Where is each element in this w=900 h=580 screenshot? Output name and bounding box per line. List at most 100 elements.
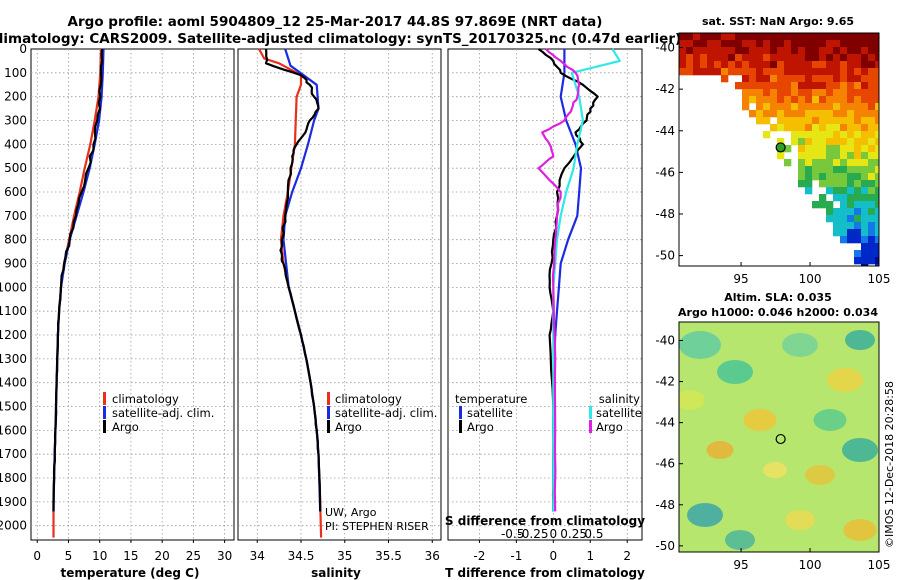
sst-cell	[819, 145, 827, 153]
sst-cell	[840, 173, 848, 181]
sst-cell	[833, 208, 841, 216]
sst-cell	[868, 173, 876, 181]
sst-cell	[749, 61, 757, 69]
sst-cell	[798, 40, 806, 48]
y-tick-label: 800	[4, 233, 27, 247]
sst-cell	[812, 173, 820, 181]
x-tick-label: 35	[337, 549, 352, 563]
sst-cell	[875, 110, 879, 118]
sst-cell	[791, 40, 799, 48]
sst-cell	[875, 250, 879, 258]
sst-cell	[756, 54, 764, 62]
sst-cell	[868, 194, 876, 202]
sst-cell	[756, 89, 764, 97]
sst-cell	[728, 68, 736, 76]
imos-watermark: ©IMOS 12-Dec-2018 20:28:58	[883, 381, 896, 548]
sst-cell	[868, 110, 876, 118]
sst-cell	[840, 117, 848, 125]
sst-cell	[826, 103, 834, 111]
lat-tick-label: -44	[655, 416, 675, 430]
sst-cell	[819, 159, 827, 167]
sst-cell	[805, 152, 813, 160]
lat-tick-label: -50	[655, 539, 675, 553]
sst-cell	[826, 152, 834, 160]
sst-cell	[868, 250, 876, 258]
lat-tick-label: -42	[655, 82, 675, 96]
sst-cell	[693, 40, 701, 48]
salinity-axis-label: salinity	[311, 566, 361, 580]
sst-cell	[833, 33, 841, 41]
sst-cell	[826, 54, 834, 62]
sst-cell	[756, 82, 764, 90]
sst-cell	[756, 61, 764, 69]
sst-cell	[861, 194, 869, 202]
y-tick-label: 1000	[0, 280, 27, 294]
sst-cell	[826, 68, 834, 76]
sst-cell	[826, 145, 834, 153]
difference-series	[537, 48, 621, 512]
sst-cell	[826, 201, 834, 209]
sst-cell	[798, 54, 806, 62]
sst-cell	[861, 33, 869, 41]
legend-swatch-s-argo	[589, 420, 592, 433]
sst-cell	[854, 33, 862, 41]
sst-cell	[833, 103, 841, 111]
s-difference-tick-labels: -0.5-0.25 0 0.250.5	[501, 527, 604, 541]
sla-anomaly-blob	[687, 503, 723, 527]
sst-map-title: sat. SST: NaN Argo: 9.65	[702, 15, 854, 28]
sst-cell	[875, 194, 879, 202]
sst-cell	[812, 117, 820, 125]
sst-cell	[721, 68, 729, 76]
difference-panel-frame	[447, 48, 643, 541]
sst-cell	[854, 47, 862, 55]
sst-cell	[749, 68, 757, 76]
x-tick-label: 34.5	[288, 549, 315, 563]
sst-cell	[742, 96, 750, 104]
sst-cell	[861, 103, 869, 111]
sst-cell	[805, 124, 813, 132]
sst-cell	[868, 54, 876, 62]
sla-map-title-line2: Argo h1000: 0.046 h2000: 0.034	[678, 306, 878, 319]
sst-cell	[721, 75, 729, 83]
y-tick-label: 1100	[0, 304, 27, 318]
salinity-gridlines	[238, 49, 441, 540]
sst-cell	[819, 54, 827, 62]
sst-cell	[840, 61, 848, 69]
sst-cell	[833, 96, 841, 104]
y-tick-label: 1600	[0, 423, 27, 437]
sst-cell	[770, 47, 778, 55]
sst-cell	[819, 103, 827, 111]
sst-cell	[805, 68, 813, 76]
y-tick-label: 0	[19, 42, 27, 56]
sst-cell	[826, 75, 834, 83]
sst-cell	[728, 54, 736, 62]
sst-cell	[875, 124, 879, 132]
sst-map-panel: sat. SST: NaN Argo: 9.65 95 100 105 -40 -42 -…	[655, 15, 890, 286]
sst-cell	[847, 33, 855, 41]
legend-swatch-satellite	[103, 406, 106, 419]
sst-cell	[735, 47, 743, 55]
sst-cell	[840, 131, 848, 139]
sst-cell	[742, 103, 750, 111]
sst-cell	[833, 68, 841, 76]
sst-cell	[777, 75, 785, 83]
sst-cell	[833, 222, 841, 230]
sst-cell	[861, 152, 869, 160]
sst-cell	[868, 166, 876, 174]
legend-label-climatology: climatology	[335, 392, 402, 406]
sst-cell	[763, 75, 771, 83]
x-tick-label: 0	[549, 549, 557, 563]
sst-cell	[854, 103, 862, 111]
sst-cell	[693, 47, 701, 55]
sst-cell	[742, 89, 750, 97]
sst-cell	[770, 61, 778, 69]
sst-cell	[791, 75, 799, 83]
sst-cell	[847, 61, 855, 69]
sst-cell	[763, 54, 771, 62]
x-tick-label: 25	[186, 549, 201, 563]
sst-cell	[854, 89, 862, 97]
sst-cell	[763, 61, 771, 69]
sst-cell	[798, 103, 806, 111]
sst-cell	[819, 117, 827, 125]
sst-cell	[847, 229, 855, 237]
